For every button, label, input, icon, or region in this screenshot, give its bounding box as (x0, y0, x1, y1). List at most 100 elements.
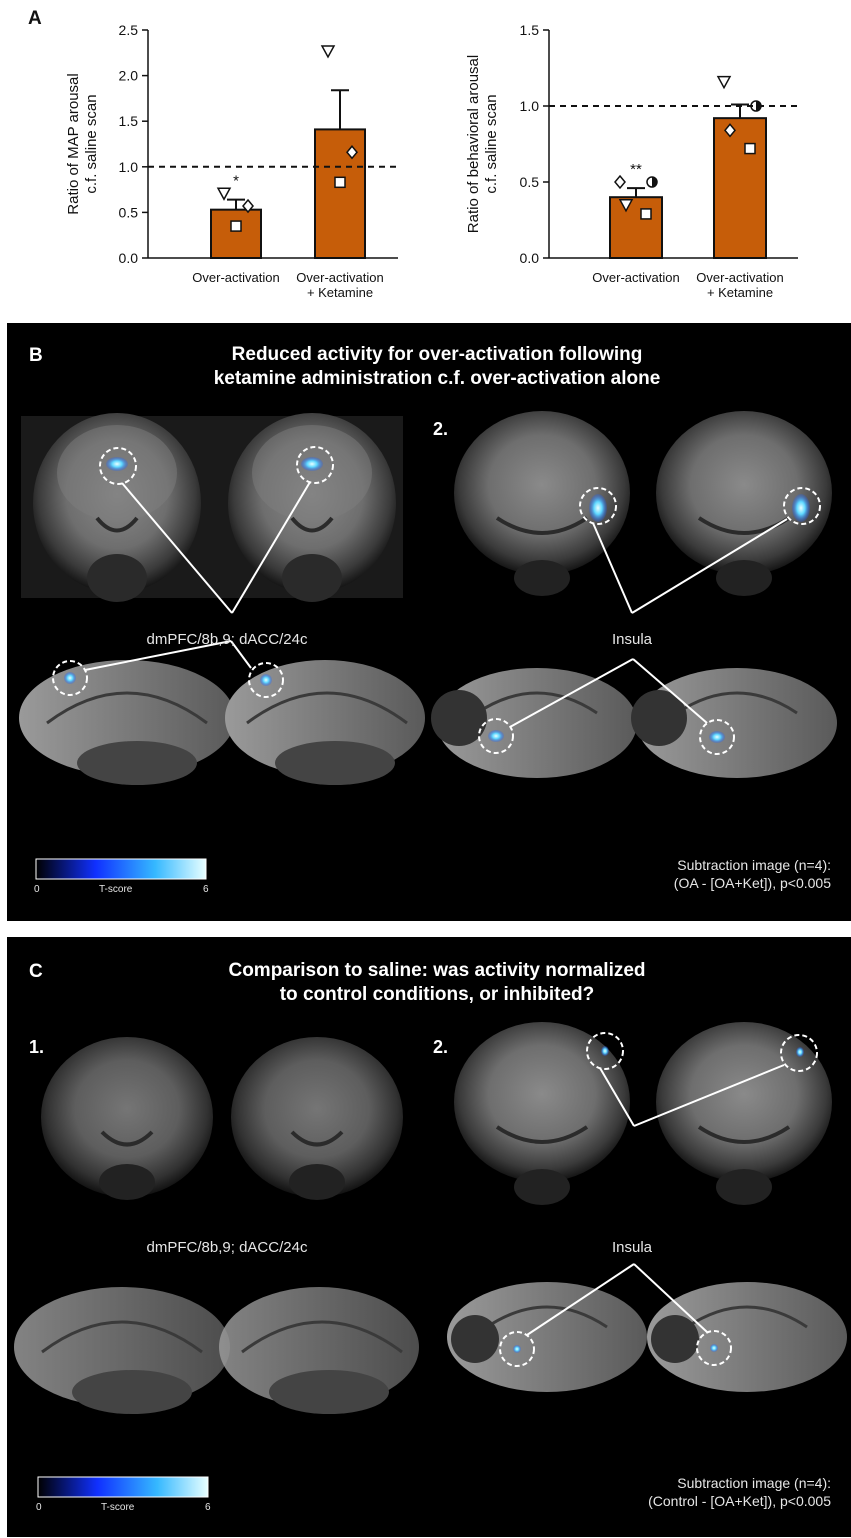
data-point-square (334, 176, 346, 189)
panel-b-letter: B (29, 345, 43, 366)
panel-c-region-1: dmPFC/8b,9; dACC/24c (146, 1239, 308, 1256)
data-point-diamond (724, 123, 736, 138)
roi-circle (248, 662, 284, 698)
data-point-square (744, 142, 756, 155)
x-tick-label: Over-activation (696, 270, 783, 285)
sagittal-slice-dmpfc-right (219, 1287, 419, 1414)
panel-c-sub-2: 2. (433, 1037, 449, 1057)
colorbar-max: 6 (203, 884, 209, 895)
y-tick-label: 1.0 (520, 98, 540, 114)
data-point-triangle (216, 187, 232, 201)
panel-b-title-line: Reduced activity for over-activation fol… (231, 344, 643, 365)
panel-c-sub-1: 1. (29, 1037, 45, 1057)
colorbar-min: 0 (34, 884, 40, 895)
panel-b-region-1: dmPFC/8b,9; dACC/24c (146, 631, 308, 648)
y-tick-label: 0.5 (119, 204, 139, 220)
data-point-diamond (242, 198, 254, 214)
data-point-diamond (614, 174, 626, 190)
panel-b-region-2: Insula (611, 631, 653, 648)
x-tick-label: + Ketamine (307, 285, 373, 300)
roi-circle (586, 1032, 624, 1070)
panel-b: B Reduced activity for over-activation f… (7, 323, 851, 921)
panel-b-note: Subtraction image (n=4): (OA - [OA+Ket])… (527, 856, 831, 892)
roi-circle (52, 660, 88, 696)
y-axis-label: Ratio of MAP arousal (65, 73, 82, 214)
data-point-square (230, 220, 242, 232)
panel-c-note: Subtraction image (n=4): (Control - [OA+… (527, 1474, 831, 1510)
x-tick-label: Over-activation (192, 270, 279, 285)
y-tick-label: 0.0 (119, 250, 139, 266)
roi-circle (499, 1331, 535, 1367)
bar (314, 128, 366, 259)
roi-circle (783, 487, 821, 525)
panel-b-title: Reduced activity for over-activation fol… (127, 343, 747, 391)
panel-b-sub-2: 2. (433, 419, 449, 439)
behavioral-arousal-chart: Ratio of behavioral arousal c.f. saline s… (465, 22, 798, 300)
y-tick-label: 0.5 (520, 174, 540, 190)
coronal-slice-dmpfc-left (41, 1037, 213, 1200)
roi-circle (478, 718, 514, 754)
bar (713, 117, 767, 259)
note-line: (Control - [OA+Ket]), p<0.005 (648, 1493, 831, 1509)
colorbar-label: T-score (101, 1502, 135, 1513)
roi-circle (99, 447, 137, 485)
roi-circle (699, 719, 735, 755)
data-point-triangle (320, 45, 336, 59)
colorbar (35, 858, 207, 880)
roi-circle (696, 1330, 732, 1366)
coronal-slice-dmpfc-right (231, 1037, 403, 1200)
coronal-slice-insula-right (656, 411, 832, 596)
panel-c-brain-images (14, 1022, 847, 1498)
panel-a-letter: A (28, 8, 42, 29)
map-arousal-chart: Ratio of MAP arousal c.f. saline scan * 0.0… (65, 22, 398, 300)
y-tick-label: 2.0 (119, 68, 139, 84)
y-axis-label: c.f. saline scan (483, 94, 500, 193)
x-tick-label: Over-activation (296, 270, 383, 285)
bar (609, 196, 663, 259)
sagittal-slice-insula-right (647, 1282, 847, 1392)
panel-c-title-line: Comparison to saline: was activity norma… (228, 960, 646, 981)
y-tick-label: 1.5 (119, 113, 139, 129)
panel-a-charts: Ratio of MAP arousal c.f. saline scan *0.0… (65, 22, 798, 300)
sagittal-slice-insula-left (431, 668, 637, 778)
panel-c-letter: C (29, 961, 43, 982)
panel-c-title-line: to control conditions, or inhibited? (279, 984, 595, 1005)
note-line: Subtraction image (n=4): (677, 857, 831, 873)
sagittal-slice-insula-right (631, 668, 837, 778)
data-point-half-circle (646, 176, 658, 188)
panel-c-region-2: Insula (611, 1239, 653, 1256)
x-tick-label: Over-activation (592, 270, 679, 285)
panel-c-title: Comparison to saline: was activity norma… (127, 959, 747, 1007)
y-axis-label: Ratio of behavioral arousal (465, 55, 482, 233)
coronal-slice-insula-right (656, 1022, 832, 1205)
sagittal-slice-dmpfc-left (14, 1287, 230, 1414)
colorbar-min: 0 (36, 1502, 42, 1513)
y-tick-label: 2.5 (119, 22, 139, 38)
data-point-triangle (716, 75, 732, 90)
sagittal-slice-dmpfc-right (225, 660, 425, 785)
colorbar-max: 6 (205, 1502, 211, 1513)
panel-b-title-line: ketamine administration c.f. over-activa… (213, 368, 661, 389)
sagittal-slice-insula-left (447, 1282, 647, 1392)
panel-c: C Comparison to saline: was activity nor… (7, 937, 851, 1537)
y-tick-label: 1.5 (520, 22, 540, 38)
coronal-slice-dmpfc-right (213, 413, 403, 602)
data-point-triangle (618, 199, 634, 213)
y-axis-label: c.f. saline scan (83, 94, 100, 193)
roi-circle (780, 1034, 818, 1072)
y-tick-label: 0.0 (520, 250, 540, 266)
roi-circle (579, 487, 617, 525)
coronal-slice-insula-left (454, 411, 630, 596)
colorbar-label: T-score (99, 884, 133, 895)
significance-marker: ** (630, 161, 642, 178)
data-point-square (640, 208, 652, 220)
panel-b-brain-images (19, 411, 837, 880)
coronal-slice-dmpfc-left (21, 413, 213, 602)
roi-circle (296, 446, 334, 484)
coronal-slice-insula-left (454, 1022, 630, 1205)
colorbar (37, 1476, 209, 1498)
bar (210, 208, 262, 259)
significance-marker: * (233, 173, 239, 190)
y-tick-label: 1.0 (119, 159, 139, 175)
note-line: (OA - [OA+Ket]), p<0.005 (673, 875, 831, 891)
